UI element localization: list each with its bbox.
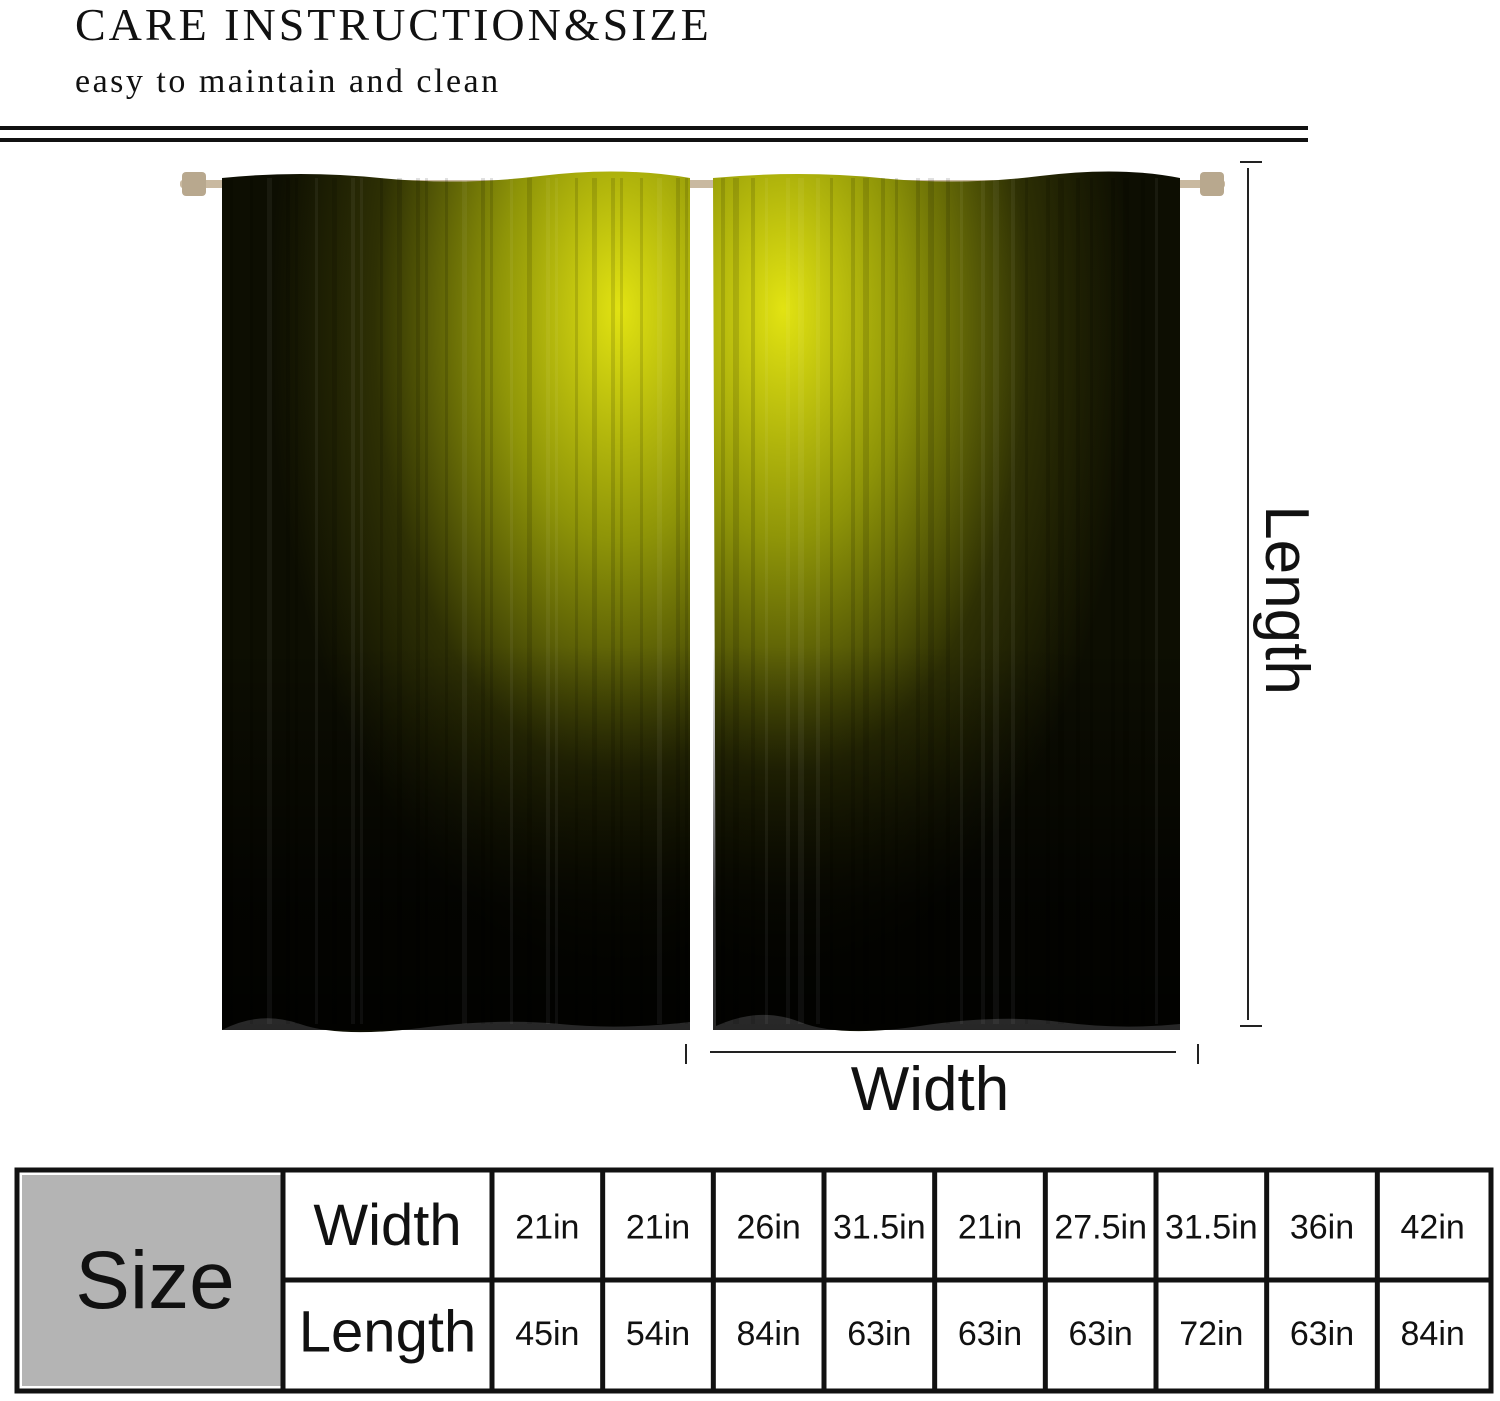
- pleat: [510, 178, 513, 1024]
- pleat: [546, 178, 550, 1024]
- pleat: [786, 178, 790, 1024]
- pleat: [1058, 178, 1064, 1024]
- subtitle: easy to maintain and clean: [75, 63, 501, 100]
- size-value: 31.5in: [833, 1208, 926, 1246]
- size-value: 63in: [958, 1315, 1022, 1353]
- pleat: [1046, 178, 1050, 1024]
- size-value: 45in: [515, 1315, 579, 1353]
- pleat: [592, 178, 597, 1024]
- size-value: 84in: [1401, 1315, 1465, 1353]
- pleat: [445, 178, 448, 1024]
- pleat: [1155, 178, 1158, 1024]
- pleat: [881, 178, 885, 1024]
- size-value: 27.5in: [1054, 1208, 1147, 1246]
- pleat: [360, 178, 363, 1024]
- pleat: [640, 178, 643, 1024]
- size-value: 63in: [1290, 1315, 1354, 1353]
- size-value: 31.5in: [1165, 1208, 1258, 1246]
- pleat: [230, 178, 233, 1024]
- pleat: [490, 178, 493, 1024]
- curtain-shade: [713, 176, 1180, 1030]
- divider: [0, 138, 1308, 142]
- pleat: [1076, 178, 1080, 1024]
- pleat: [946, 178, 950, 1024]
- divider: [0, 126, 1308, 130]
- size-label: Size: [75, 1235, 235, 1326]
- size-value: 21in: [626, 1208, 690, 1246]
- pleat: [462, 178, 467, 1024]
- pleat: [416, 178, 420, 1024]
- pleat: [555, 178, 558, 1024]
- pleat: [1111, 178, 1115, 1024]
- length-arrow: [1240, 161, 1262, 1027]
- pleat: [676, 178, 680, 1024]
- pleat: [295, 178, 298, 1024]
- pleat: [575, 178, 578, 1024]
- pleat: [733, 178, 739, 1024]
- width-arrow: [685, 1044, 1199, 1064]
- pleat: [1141, 178, 1145, 1024]
- title: CARE INSTRUCTION&SIZE: [75, 0, 712, 50]
- pleat: [250, 178, 253, 1024]
- pleat: [611, 178, 615, 1024]
- pleat: [863, 178, 869, 1024]
- size-cell: [22, 1175, 283, 1386]
- pleat: [1011, 178, 1015, 1024]
- pleat: [993, 178, 999, 1024]
- row-label: Length: [299, 1299, 476, 1364]
- pleat: [267, 178, 272, 1024]
- pleat: [916, 178, 920, 1024]
- pleat: [960, 178, 963, 1024]
- size-value: 72in: [1179, 1315, 1243, 1353]
- rod-finial: [1200, 172, 1224, 196]
- length-label: Length: [1252, 505, 1321, 695]
- pleat: [765, 178, 768, 1024]
- size-value: 63in: [1069, 1315, 1133, 1353]
- pleat: [380, 178, 383, 1024]
- pleat: [981, 178, 985, 1024]
- pleat: [527, 178, 532, 1024]
- curtain-shade: [222, 176, 690, 1030]
- pleat: [351, 178, 355, 1024]
- pleat: [1123, 178, 1129, 1024]
- size-value: 84in: [737, 1315, 801, 1353]
- pleat: [620, 178, 623, 1024]
- pleat: [816, 178, 820, 1024]
- pleat: [1025, 178, 1028, 1024]
- row-label: Width: [313, 1193, 461, 1258]
- pleat: [332, 178, 337, 1024]
- pleat: [895, 178, 898, 1024]
- pleat: [685, 178, 688, 1024]
- size-value: 54in: [626, 1315, 690, 1353]
- pleat: [397, 178, 402, 1024]
- pleat: [721, 178, 725, 1024]
- size-value: 26in: [737, 1208, 801, 1246]
- pleat: [830, 178, 833, 1024]
- size-value: 21in: [958, 1208, 1022, 1246]
- curtain-illustration: [180, 171, 1225, 1033]
- pleat: [851, 178, 855, 1024]
- size-table: Size Width 21in 21in 26in 31.5in 21in 27.5in 31…: [14, 1167, 1494, 1394]
- pleat: [928, 178, 934, 1024]
- pleat: [798, 178, 804, 1024]
- pleat: [315, 178, 318, 1024]
- pleat: [286, 178, 290, 1024]
- pleat: [751, 178, 755, 1024]
- size-value: 36in: [1290, 1208, 1354, 1246]
- size-value: 21in: [515, 1208, 579, 1246]
- rod-finial: [182, 172, 206, 196]
- pleat: [481, 178, 485, 1024]
- width-label: Width: [851, 1055, 1009, 1124]
- pleat: [425, 178, 428, 1024]
- size-value: 42in: [1401, 1208, 1465, 1246]
- pleat: [657, 178, 662, 1024]
- pleat: [1090, 178, 1093, 1024]
- size-value: 63in: [847, 1315, 911, 1353]
